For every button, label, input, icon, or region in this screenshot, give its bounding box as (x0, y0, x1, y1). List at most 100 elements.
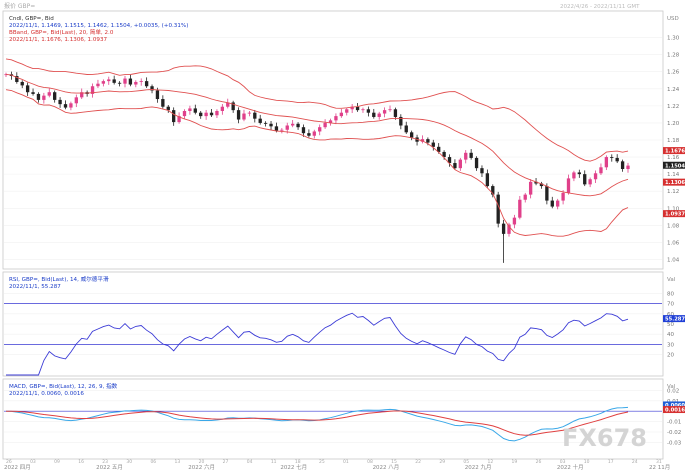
rsi-legend: RSI, GBP=, Bid(Last), 14, 威尔德平滑 2022/11/… (9, 275, 109, 290)
rsi-unit-label: Val (667, 277, 676, 283)
price-value-tag-box (663, 147, 685, 155)
candle-body (464, 152, 468, 160)
x-axis-month-label: 2022 六月 (188, 463, 215, 471)
x-axis-day-label: 06 (150, 459, 156, 465)
price-value-tag-text: 1.0937 (665, 212, 685, 218)
x-axis-day-label: 29 (439, 459, 445, 465)
candle-body (577, 172, 581, 175)
candle-body (561, 192, 565, 201)
candle-body (301, 127, 306, 134)
candle-body (431, 142, 435, 147)
candle-body (534, 181, 538, 184)
candle-body (491, 186, 495, 195)
candle-body (204, 112, 208, 117)
macd-tick-label: -0.02 (667, 430, 681, 436)
candle-body (242, 113, 246, 120)
candle-body (258, 118, 262, 123)
candle-body (388, 109, 392, 111)
candle-body (447, 157, 452, 164)
candle-body (144, 81, 149, 87)
candle-body (604, 157, 609, 168)
candle-body (193, 108, 197, 113)
price-tick-label: 1.06 (667, 240, 680, 246)
watermark: FX678 (562, 424, 647, 452)
candle-body (15, 76, 19, 82)
macd-value-tag-text: 0.0060 (665, 403, 685, 409)
x-axis-day-label: 26 (536, 459, 542, 465)
candle-body (599, 167, 603, 174)
x-axis-month-label: 2022 七月 (280, 463, 307, 471)
macd-tick-label: 0.02 (667, 388, 679, 394)
rsi-tick-label: 80 (667, 291, 674, 297)
candle-body (42, 95, 46, 100)
bband-lower-line (5, 89, 629, 237)
candle-body (117, 82, 122, 84)
candle-body (355, 106, 360, 111)
x-axis-day-label: 22 (415, 459, 421, 465)
candle-body (209, 112, 214, 116)
axis-layer: 1.30 1.28 1.26 1.24 1.22 1.20 1.18 1.16 1.14 1.12… (4, 36, 682, 471)
candle-body (161, 99, 165, 107)
x-axis-month-label: 2022 四月 (4, 464, 31, 471)
candle-body (518, 199, 522, 218)
candle-body (312, 131, 316, 136)
candle-body (226, 102, 230, 107)
x-axis-day-label: 04 (247, 459, 253, 465)
candle-body (263, 122, 268, 124)
price-tick-label: 1.18 (667, 138, 680, 144)
candle-body (290, 123, 295, 126)
candle-body (53, 92, 57, 100)
macd-value-tag-box (663, 401, 685, 409)
price-legend-line-3: BBand, GBP=, Bid(Last), 20, 简单, 2.0 (9, 28, 114, 36)
macd-legend-line-1: MACD, GBP=, Bid(Last), 12, 26, 9, 指数 (9, 382, 118, 390)
grid-layer (4, 37, 662, 443)
candle-body (285, 125, 289, 130)
candle-body (528, 181, 533, 195)
x-axis-day-label: 27 (223, 459, 229, 465)
candle-body (166, 106, 170, 111)
candle-body (437, 146, 441, 152)
macd-tick-label: -0.01 (667, 420, 681, 426)
rsi-tick-label: 20 (667, 353, 674, 359)
x-axis-day-label: 15 (391, 459, 397, 465)
x-axis-day-label: 11 (271, 459, 277, 465)
candle-body (615, 157, 619, 162)
candle-body (361, 109, 365, 111)
candle-body (318, 127, 322, 132)
candle-body (409, 132, 414, 138)
candle-body (253, 112, 257, 119)
candle-body (550, 200, 554, 207)
price-tick-label: 1.28 (667, 53, 680, 59)
candle-body (404, 125, 408, 133)
candle-body (90, 86, 95, 94)
candle-body (377, 113, 381, 117)
bband-upper-line (5, 58, 629, 162)
x-axis-day-label: 16 (78, 459, 84, 465)
candle-body (480, 168, 484, 174)
candle-body (393, 109, 398, 117)
candle-body (177, 116, 181, 123)
candle-body (512, 217, 517, 225)
candle-body (556, 200, 560, 207)
x-axis-day-label: 17 (608, 459, 614, 465)
price-legend: Cndl, GBP=, Bid 2022/11/1, 1.1469, 1.151… (9, 16, 188, 43)
price-value-tag-text: 1.1306 (665, 180, 685, 186)
window-right-caption: 2022/4/26 - 2022/11/11 GMT (560, 4, 640, 10)
candle-body (150, 86, 154, 91)
x-axis-day-label: 05 (463, 459, 469, 465)
candle-body (199, 112, 203, 117)
candle-body (274, 126, 279, 131)
candle-body (80, 92, 84, 98)
candle-body (496, 194, 500, 224)
rsi-line (6, 312, 629, 376)
candle-body (236, 110, 241, 120)
value-tags-layer: 1.16761.15041.13061.093755.28700.00600.0… (663, 147, 689, 414)
candle-body (474, 157, 479, 169)
candle-body (231, 102, 235, 111)
price-tick-label: 1.22 (667, 104, 679, 110)
candle-body (366, 109, 371, 113)
price-tick-label: 1.14 (667, 172, 680, 178)
x-axis-day-label: 08 (367, 459, 373, 465)
candle-body (620, 161, 625, 170)
